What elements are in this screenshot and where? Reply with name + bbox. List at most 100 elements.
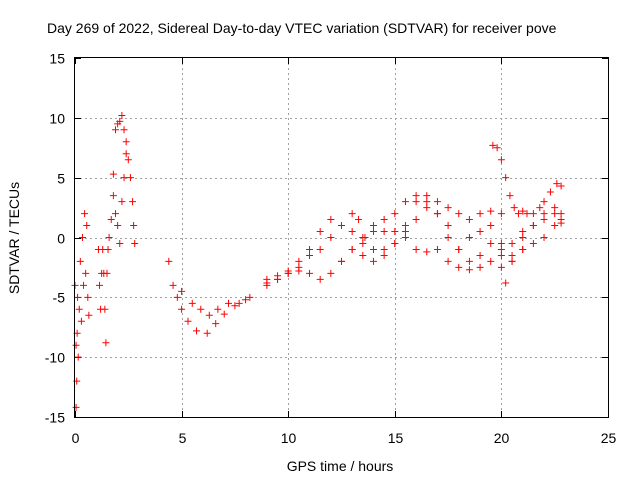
data-point	[557, 219, 565, 227]
data-point	[489, 141, 497, 149]
data-point	[109, 170, 117, 178]
data-point	[412, 192, 420, 200]
data-point	[96, 281, 104, 289]
data-point	[205, 311, 213, 319]
data-point	[540, 234, 548, 241]
data-point	[369, 222, 377, 230]
data-point	[497, 239, 505, 247]
data-point	[316, 275, 324, 283]
data-point	[444, 257, 452, 265]
data-point	[493, 144, 501, 152]
data-point	[105, 234, 113, 241]
data-point	[508, 239, 516, 247]
y-tick-label: 5	[57, 171, 65, 187]
data-point	[112, 126, 120, 134]
data-point	[212, 320, 220, 328]
data-point	[165, 257, 173, 265]
data-point	[122, 138, 130, 146]
data-point	[433, 245, 441, 253]
y-tick-label: -15	[45, 410, 65, 426]
data-point	[178, 287, 186, 295]
data-point	[369, 228, 377, 236]
data-point	[327, 234, 335, 241]
data-point	[114, 222, 122, 230]
data-point	[74, 353, 82, 361]
x-tick-label: 0	[72, 430, 80, 446]
data-point	[380, 216, 388, 224]
y-tick-labels: -15 -10 -5 0 5 10 15	[45, 51, 65, 426]
data-point	[476, 251, 484, 259]
data-point	[465, 216, 473, 224]
x-tick-label: 20	[494, 430, 510, 446]
data-point	[102, 339, 110, 347]
data-point	[465, 266, 473, 274]
data-point	[116, 239, 124, 247]
data-point	[540, 210, 548, 218]
data-point	[75, 305, 83, 313]
data-point	[433, 198, 441, 206]
plot-frame	[74, 57, 609, 418]
data-point	[116, 117, 124, 125]
data-point	[391, 228, 399, 236]
data-point	[84, 293, 92, 301]
data-point	[380, 228, 388, 236]
data-point	[487, 239, 495, 247]
data-point	[455, 263, 463, 271]
data-point	[497, 263, 505, 271]
data-point	[391, 239, 399, 247]
data-point	[487, 257, 495, 265]
data-point	[553, 180, 561, 188]
data-point	[104, 245, 112, 253]
data-point	[348, 210, 356, 218]
data-point	[316, 228, 324, 236]
chart-title: Day 269 of 2022, Sidereal Day-to-day VTE…	[47, 20, 557, 36]
y-axis-label: SDTVAR / TECUs	[6, 182, 22, 294]
data-point	[83, 222, 91, 230]
data-point	[118, 198, 126, 206]
data-point	[497, 251, 505, 259]
data-point	[540, 198, 548, 206]
data-point	[519, 228, 527, 236]
data-point	[103, 269, 111, 277]
data-point	[508, 251, 516, 259]
data-point	[497, 245, 505, 253]
data-point	[546, 188, 554, 196]
data-point	[423, 204, 431, 212]
data-point	[444, 234, 452, 241]
data-point	[557, 210, 565, 218]
data-point	[80, 281, 88, 289]
data-point	[444, 204, 452, 212]
data-point	[235, 299, 243, 307]
data-point	[444, 222, 452, 230]
data-point	[557, 182, 565, 190]
data-point	[502, 174, 510, 182]
data-point	[551, 222, 559, 230]
data-point	[369, 245, 377, 253]
data-point	[359, 251, 367, 259]
data-point	[412, 198, 420, 206]
data-point	[169, 281, 177, 289]
data-point	[497, 210, 505, 218]
data-point	[327, 216, 335, 224]
data-point	[529, 210, 537, 218]
data-point	[380, 245, 388, 253]
data-point	[306, 245, 314, 253]
data-point	[476, 228, 484, 236]
data-point	[551, 210, 559, 218]
data-point	[118, 111, 126, 119]
grid	[75, 58, 608, 417]
data-point	[188, 299, 196, 307]
data-point	[455, 245, 463, 253]
axis-ticks	[75, 58, 609, 418]
data-point	[423, 198, 431, 206]
x-tick-label: 10	[281, 430, 297, 446]
data-point	[502, 279, 510, 287]
data-point	[197, 305, 205, 313]
data-point	[72, 403, 80, 411]
y-tick-label: -5	[53, 290, 66, 306]
data-point	[112, 210, 120, 218]
data-point	[126, 174, 134, 182]
data-point	[476, 263, 484, 271]
data-point	[529, 239, 537, 247]
data-point	[178, 305, 186, 313]
